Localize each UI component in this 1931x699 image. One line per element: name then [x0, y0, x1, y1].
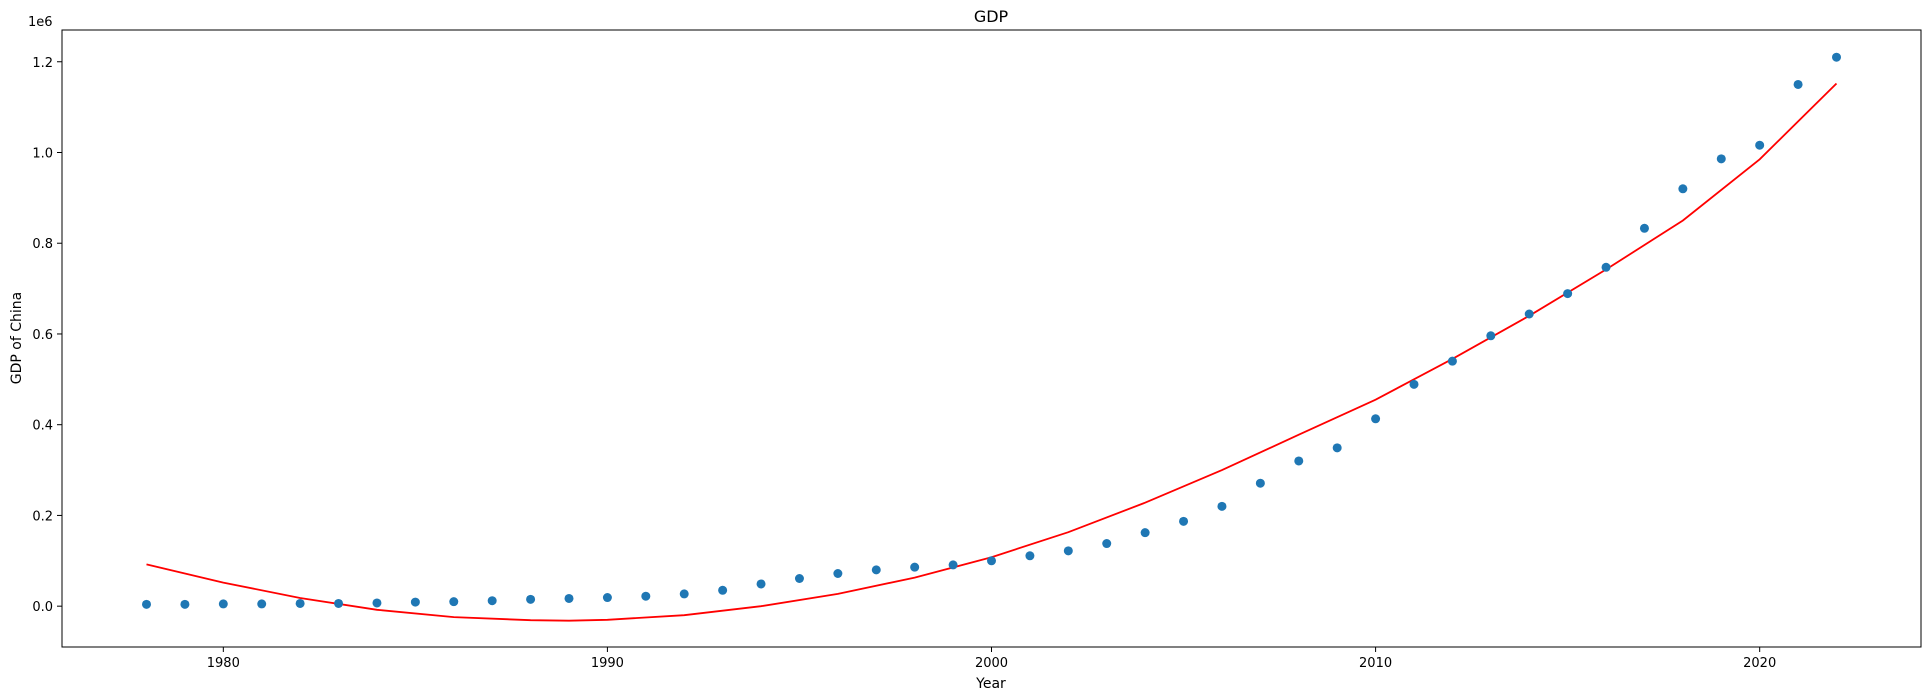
x-tick-label: 2010 [1359, 656, 1392, 671]
scatter-point [1639, 223, 1649, 233]
plot-frame [61, 29, 1922, 648]
scatter-point [1294, 456, 1304, 466]
scatter-point [1524, 309, 1534, 319]
scatter-point [718, 585, 728, 595]
scatter-point [334, 598, 344, 608]
scatter-point [1025, 551, 1035, 561]
scatter-point [1793, 79, 1803, 89]
chart-title: GDP [974, 7, 1009, 26]
scatter-point [1371, 414, 1381, 424]
x-tick-label: 1990 [591, 656, 624, 671]
scatter-point [1447, 356, 1457, 366]
scatter-point [1102, 539, 1112, 549]
scatter-point [372, 598, 382, 608]
scatter-point [257, 599, 267, 609]
scatter-points [142, 52, 1841, 609]
scatter-point [526, 594, 536, 604]
scatter-point [1409, 379, 1419, 389]
scatter-point [218, 599, 228, 609]
y-tick-label: 0.0 [32, 600, 53, 615]
scatter-point [1832, 52, 1841, 62]
scatter-point [410, 597, 420, 607]
scatter-point [1332, 443, 1342, 453]
scatter-point [948, 560, 958, 570]
x-tick-label: 1980 [207, 656, 240, 671]
scatter-point [487, 596, 497, 606]
y-tick-label: 0.4 [32, 419, 53, 434]
scatter-point [602, 593, 612, 603]
scatter-point [142, 599, 151, 609]
y-axis-label: GDP of China [9, 292, 25, 384]
scatter-point [679, 589, 689, 599]
y-ticks: 0.0 0.2 0.4 0.6 0.8 1.0 1.2 [32, 56, 62, 615]
y-tick-label: 1.0 [32, 146, 53, 161]
scatter-point [1217, 501, 1227, 511]
scatter-point [1716, 154, 1726, 164]
x-axis-label: Year [975, 676, 1006, 692]
scatter-point [564, 593, 574, 603]
scatter-point [1063, 546, 1073, 556]
scatter-point [641, 591, 651, 601]
y-offset-label: 1e6 [28, 15, 53, 30]
scatter-point [1140, 528, 1150, 538]
scatter-point [833, 569, 843, 579]
y-tick-label: 0.6 [32, 328, 53, 343]
scatter-point [449, 597, 459, 607]
scatter-point [1179, 516, 1189, 526]
y-tick-label: 0.8 [32, 237, 53, 252]
x-tick-label: 2000 [975, 656, 1008, 671]
x-ticks: 1980 1990 2000 2010 2020 [207, 647, 1776, 671]
scatter-point [756, 579, 766, 589]
scatter-point [180, 599, 190, 609]
scatter-point [1678, 184, 1688, 194]
fit-line [146, 82, 1838, 622]
y-tick-label: 1.2 [32, 56, 53, 71]
scatter-point [295, 598, 305, 608]
scatter-point [1255, 478, 1265, 488]
scatter-point [1563, 289, 1573, 299]
scatter-point [871, 565, 881, 575]
x-tick-label: 2020 [1743, 656, 1776, 671]
scatter-point [794, 573, 804, 583]
scatter-point [910, 562, 920, 572]
y-tick-label: 0.2 [32, 509, 53, 524]
scatter-point [1755, 140, 1765, 150]
scatter-point [1601, 262, 1611, 272]
fit-line-group [146, 82, 1838, 622]
scatter-point [987, 556, 996, 566]
scatter-point [1486, 331, 1496, 341]
